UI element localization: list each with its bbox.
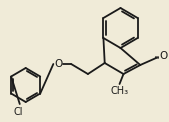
- Text: Cl: Cl: [14, 107, 23, 117]
- Text: O: O: [54, 59, 62, 69]
- Text: CH₃: CH₃: [111, 86, 129, 96]
- Text: O: O: [159, 51, 167, 61]
